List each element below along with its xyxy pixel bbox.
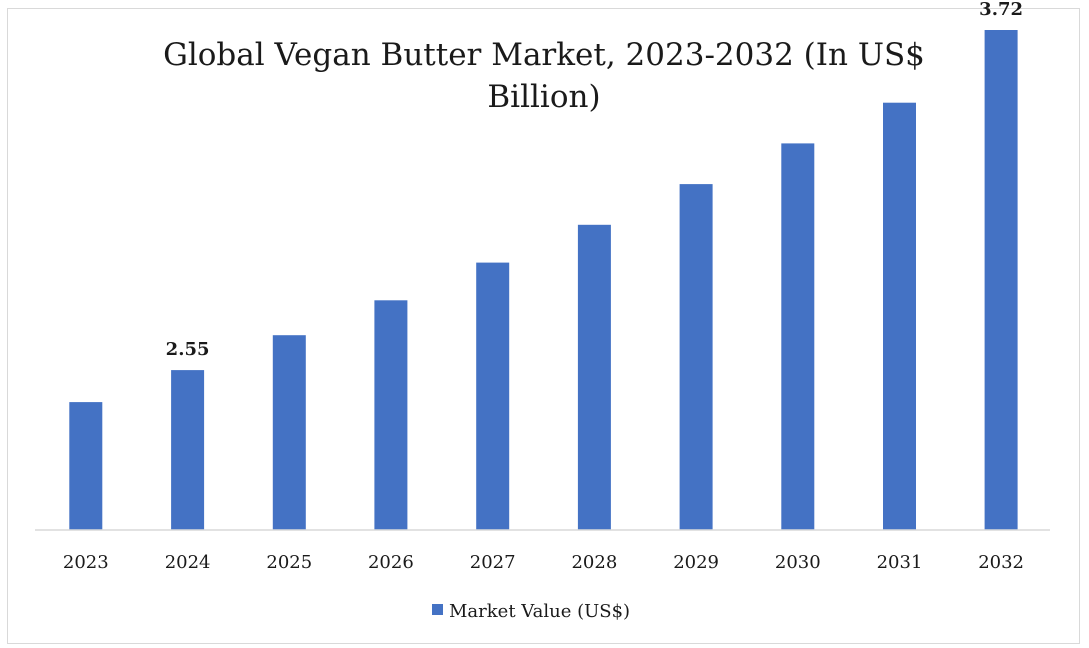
bar-2027 — [476, 262, 510, 530]
legend-label: Market Value (US$) — [449, 601, 630, 622]
bars-group — [69, 30, 1018, 531]
bar-2031 — [883, 102, 916, 530]
bar-2025 — [272, 335, 306, 530]
x-tick-label-2025: 2025 — [266, 552, 312, 573]
data-labels: 2.55 3.72 — [166, 0, 1023, 360]
bar-2023 — [69, 402, 103, 530]
chart-title-line-1: Global Vegan Butter Market, 2023-2032 (I… — [163, 37, 925, 73]
data-label-2032: 3.72 — [979, 0, 1023, 20]
bar-2030 — [781, 143, 815, 530]
x-tick-label-2032: 2032 — [978, 552, 1024, 573]
bar-2028 — [577, 224, 611, 531]
data-label-2024: 2.55 — [166, 339, 210, 360]
chart-title-line-2: Billion) — [487, 79, 600, 115]
x-tick-label-2029: 2029 — [673, 552, 719, 573]
bar-2024 — [171, 370, 205, 530]
x-tick-label-2027: 2027 — [470, 552, 516, 573]
x-tick-label-2031: 2031 — [877, 552, 923, 573]
x-tick-label-2026: 2026 — [368, 552, 414, 573]
x-tick-label-2030: 2030 — [775, 552, 821, 573]
x-tick-label-2023: 2023 — [63, 552, 109, 573]
x-tick-label-2024: 2024 — [165, 552, 211, 573]
legend: Market Value (US$) — [432, 601, 630, 622]
x-tick-label-2028: 2028 — [571, 552, 617, 573]
legend-swatch — [432, 604, 443, 615]
x-tick-labels: 2023 2024 2025 2026 2027 2028 2029 2030 2031 2032 — [63, 552, 1024, 573]
bar-2029 — [679, 184, 713, 530]
bar-2032 — [984, 30, 1018, 530]
bar-2026 — [374, 300, 408, 530]
